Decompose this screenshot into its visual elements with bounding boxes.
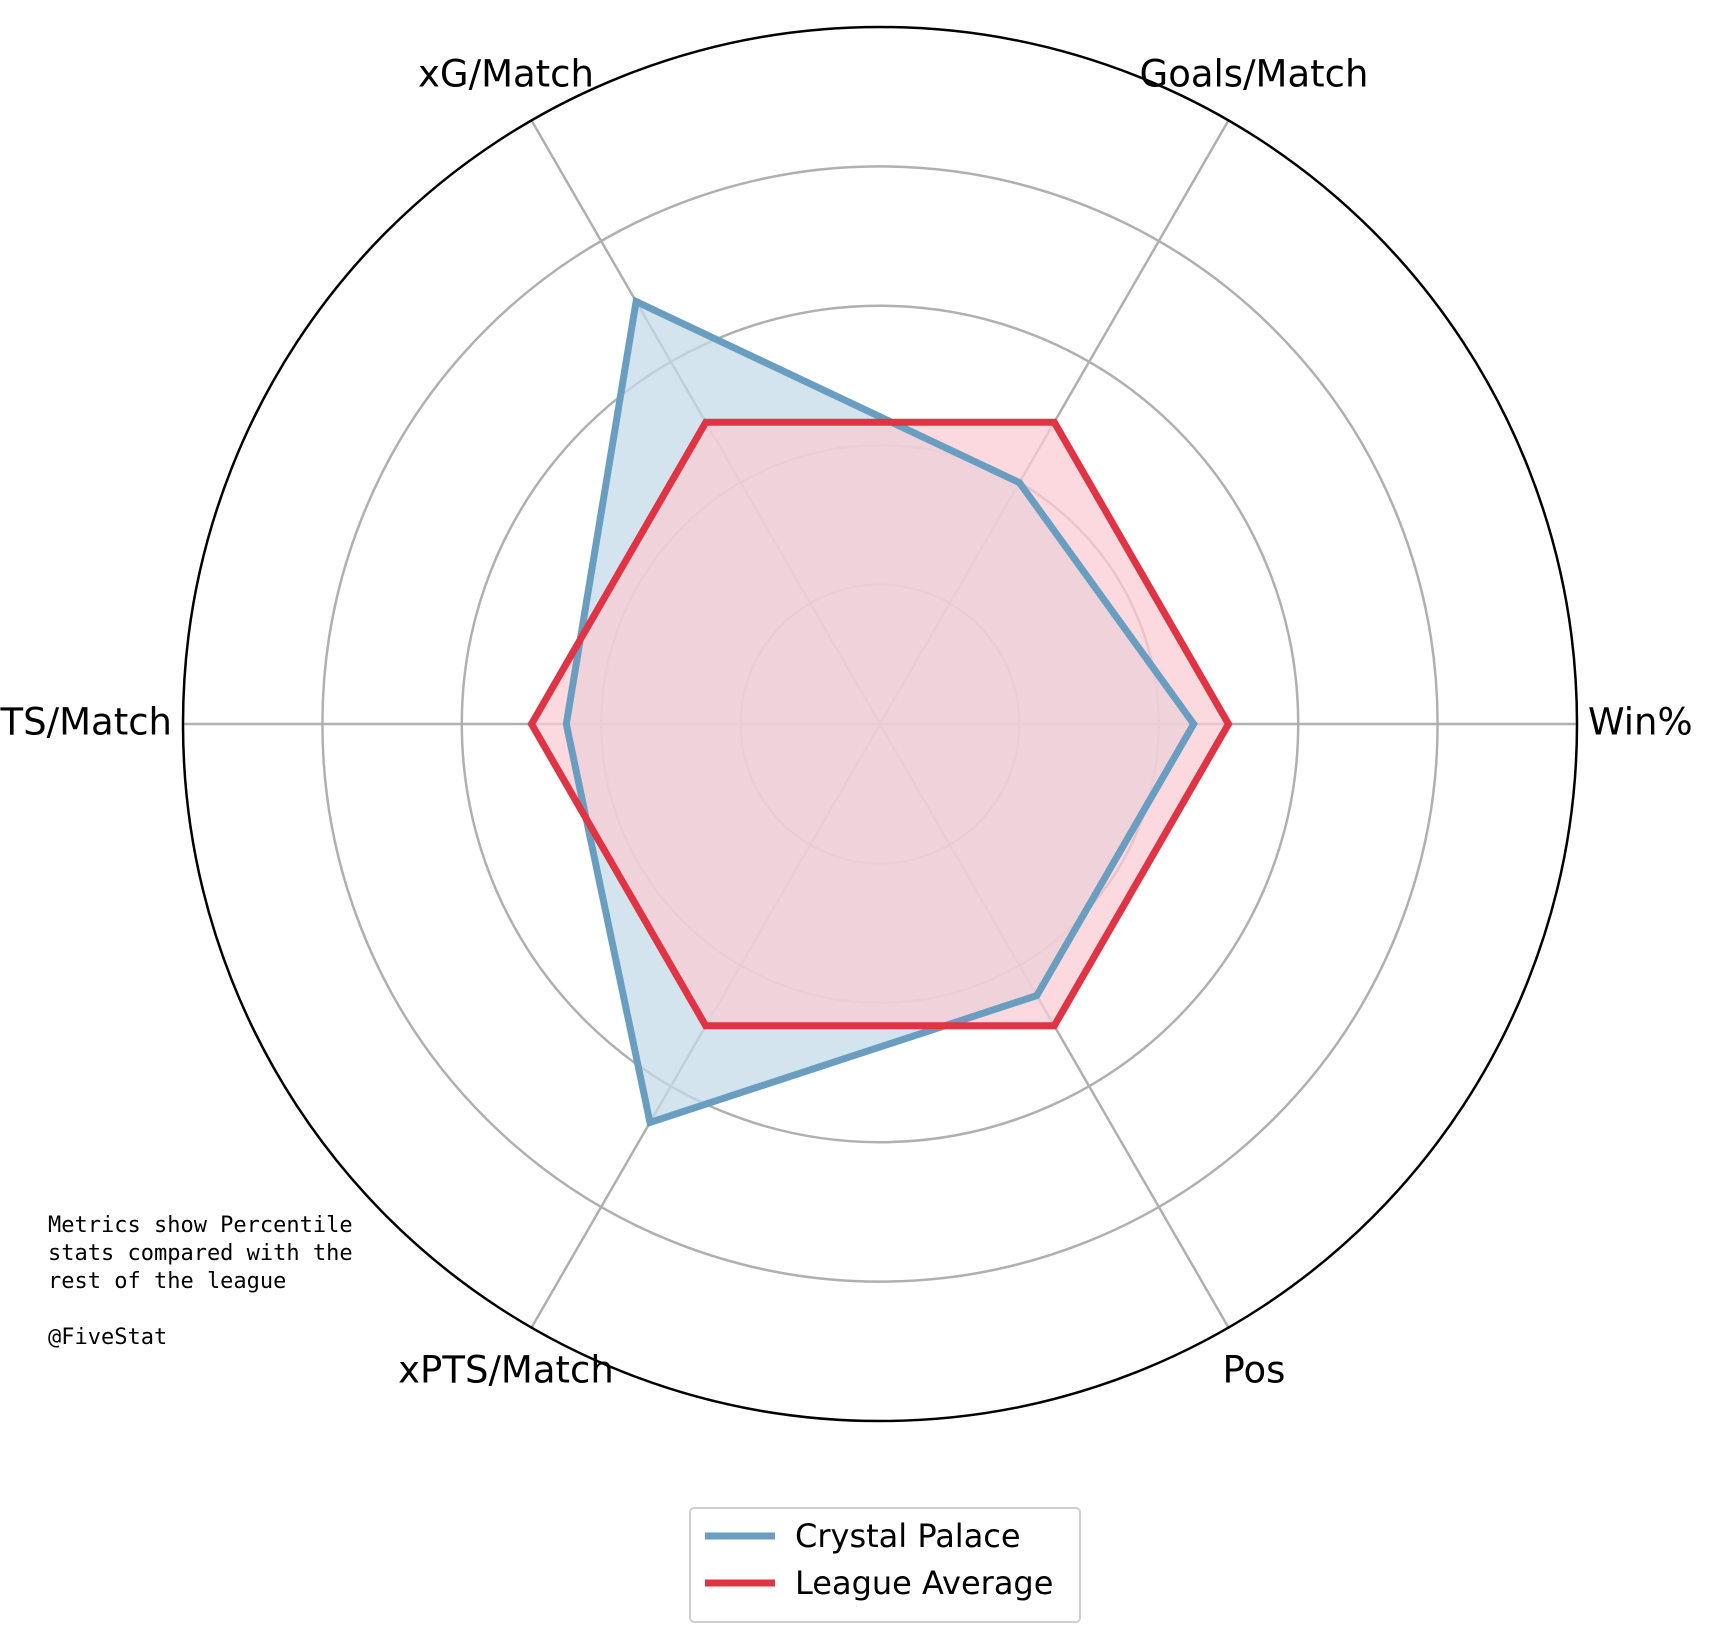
- point-s2-a2: [1053, 421, 1055, 423]
- point-s1-a6: [1036, 995, 1038, 997]
- credit-handle: @FiveStat: [48, 1325, 167, 1350]
- series-fill-2: [531, 422, 1229, 1026]
- axis-labels: Win% Goals/Match xG/Match PTS/Match xPTS/Mat…: [0, 53, 1693, 1392]
- point-s2-a5: [705, 1025, 707, 1027]
- point-s2-a1: [1228, 723, 1229, 725]
- point-s1-a2: [1018, 482, 1020, 484]
- point-s1-a5: [649, 1121, 651, 1123]
- legend: Crystal Palace League Average: [689, 1507, 1081, 1623]
- legend-label-league-average: League Average: [795, 1564, 1053, 1602]
- axis-label-2: Goals/Match: [1140, 53, 1369, 96]
- note-line-1: Metrics show Percentile: [48, 1213, 353, 1238]
- note-line-3: rest of the league: [48, 1269, 286, 1294]
- point-s1-a3: [635, 300, 637, 302]
- point-s2-a3: [705, 421, 707, 423]
- axis-label-4: PTS/Match: [0, 701, 172, 744]
- legend-box: [689, 1507, 1081, 1623]
- axis-label-3: xG/Match: [418, 53, 594, 96]
- legend-label-crystal-palace: Crystal Palace: [795, 1517, 1021, 1555]
- point-s2-a6: [1053, 1025, 1055, 1027]
- point-s2-a4: [531, 723, 532, 725]
- point-s1-a4: [565, 723, 567, 725]
- radar-series: [527, 296, 1233, 1127]
- axis-label-5: xPTS/Match: [398, 1348, 614, 1391]
- percentile-note: Metrics show Percentile stats compared w…: [48, 1213, 366, 1350]
- outer-frame: [181, 25, 1579, 1423]
- axis-label-6: Pos: [1223, 1348, 1286, 1391]
- point-s1-a1: [1193, 723, 1195, 725]
- note-line-2: stats compared with the: [48, 1241, 353, 1266]
- axis-label-1: Win%: [1588, 701, 1693, 744]
